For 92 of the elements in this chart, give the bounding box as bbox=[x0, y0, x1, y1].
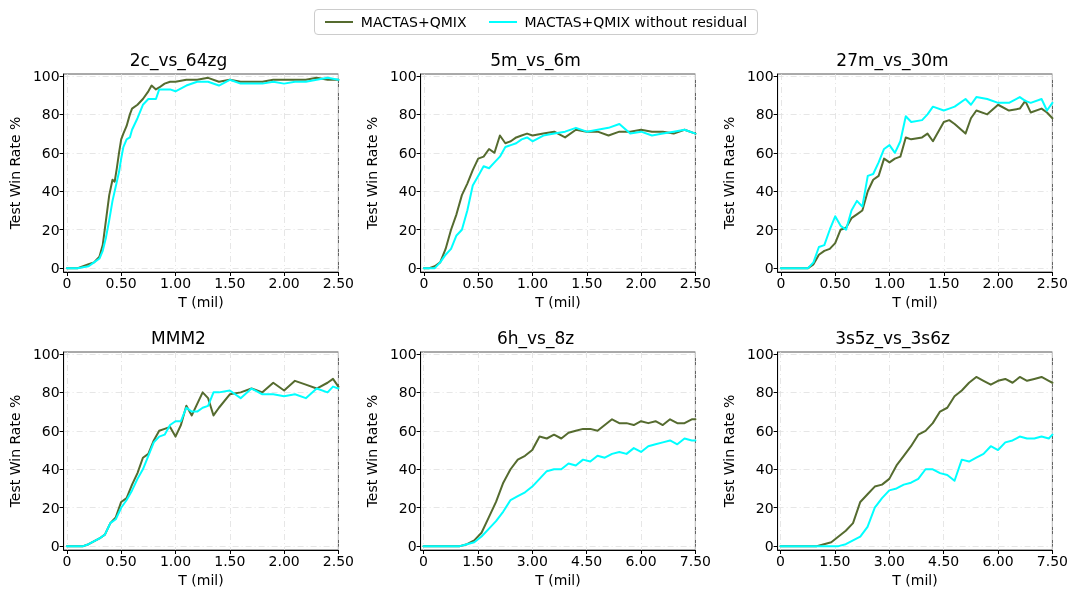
y-tick-label: 80 bbox=[755, 384, 774, 401]
y-tick-label: 40 bbox=[398, 183, 417, 200]
y-tick-label: 80 bbox=[41, 106, 60, 123]
x-tick-label: 1.50 bbox=[819, 553, 851, 569]
y-axis-title: Test Win Rate % bbox=[7, 394, 23, 509]
chart-title: 27m_vs_30m bbox=[836, 49, 949, 71]
x-tick-label: 4.50 bbox=[571, 553, 603, 569]
x-tick-label: 1.50 bbox=[571, 275, 603, 291]
chart-title: 2c_vs_64zg bbox=[129, 49, 228, 71]
y-tick-label: 60 bbox=[755, 422, 774, 439]
x-tick-label: 2.00 bbox=[625, 275, 657, 291]
x-tick-label: 6.00 bbox=[982, 553, 1014, 569]
y-tick-label: 60 bbox=[755, 144, 774, 161]
y-tick-label: 40 bbox=[398, 461, 417, 478]
x-tick-label: 1.00 bbox=[159, 275, 192, 291]
x-tick-label: 1.50 bbox=[214, 553, 246, 569]
x-tick-label: 2.50 bbox=[1036, 275, 1068, 291]
y-tick-label: 100 bbox=[32, 67, 60, 84]
y-tick-label: 80 bbox=[41, 384, 60, 401]
x-tick-label: 6.00 bbox=[625, 553, 657, 569]
x-axis-title: T (mil) bbox=[891, 571, 938, 588]
y-tick-label: 80 bbox=[755, 106, 774, 123]
x-axis-title: T (mil) bbox=[534, 293, 581, 310]
y-axis-title: Test Win Rate % bbox=[721, 116, 737, 231]
x-tick-label: 1.00 bbox=[516, 275, 549, 291]
x-tick-label: 4.50 bbox=[928, 553, 960, 569]
y-tick-label: 0 bbox=[764, 538, 774, 555]
y-axis-title: Test Win Rate % bbox=[364, 394, 380, 509]
x-axis-title: T (mil) bbox=[177, 293, 224, 310]
y-tick-label: 60 bbox=[398, 144, 417, 161]
y-tick-label: 60 bbox=[41, 144, 60, 161]
y-tick-label: 60 bbox=[398, 422, 417, 439]
y-tick-label: 40 bbox=[755, 461, 774, 478]
y-tick-label: 20 bbox=[755, 221, 774, 238]
y-tick-label: 0 bbox=[764, 260, 774, 277]
y-tick-label: 100 bbox=[746, 345, 774, 362]
x-tick-label: 2.50 bbox=[322, 275, 354, 291]
chart-title: MMM2 bbox=[151, 327, 206, 348]
y-tick-label: 80 bbox=[398, 384, 417, 401]
x-tick-label: 2.50 bbox=[322, 553, 354, 569]
y-tick-label: 40 bbox=[41, 461, 60, 478]
y-tick-label: 40 bbox=[41, 183, 60, 200]
x-tick-label: 1.50 bbox=[214, 275, 246, 291]
x-tick-label: 0 bbox=[419, 275, 429, 291]
x-tick-label: 7.50 bbox=[1036, 553, 1068, 569]
y-tick-label: 100 bbox=[389, 67, 417, 84]
x-tick-label: 1.50 bbox=[462, 553, 494, 569]
x-tick-label: 2.00 bbox=[982, 275, 1014, 291]
y-tick-label: 20 bbox=[755, 499, 774, 516]
x-tick-label: 0.50 bbox=[462, 275, 494, 291]
chart-title: 5m_vs_6m bbox=[490, 49, 581, 71]
x-tick-label: 0.50 bbox=[105, 553, 137, 569]
x-tick-label: 0 bbox=[776, 553, 785, 569]
y-tick-label: 20 bbox=[398, 221, 417, 238]
x-tick-label: 1.00 bbox=[873, 275, 906, 291]
x-tick-label: 7.50 bbox=[679, 553, 711, 569]
y-tick-label: 20 bbox=[398, 499, 417, 516]
x-axis-title: T (mil) bbox=[177, 571, 224, 588]
x-tick-label: 1.00 bbox=[159, 553, 192, 569]
x-axis-title: T (mil) bbox=[891, 293, 938, 310]
chart-title: 3s5z_vs_3s6z bbox=[835, 327, 950, 349]
x-tick-label: 2.00 bbox=[268, 553, 300, 569]
y-tick-label: 60 bbox=[41, 422, 60, 439]
legend-label: MACTAS+QMIX without residual bbox=[524, 14, 748, 30]
x-tick-label: 2.50 bbox=[679, 275, 711, 291]
y-tick-label: 0 bbox=[407, 260, 417, 277]
y-axis-title: Test Win Rate % bbox=[364, 116, 380, 231]
x-tick-label: 0.50 bbox=[105, 275, 137, 291]
y-tick-label: 100 bbox=[32, 345, 60, 362]
y-tick-label: 0 bbox=[50, 260, 60, 277]
y-axis-title: Test Win Rate % bbox=[7, 116, 23, 231]
y-tick-label: 40 bbox=[755, 183, 774, 200]
x-tick-label: 0.50 bbox=[819, 275, 851, 291]
x-tick-label: 3.00 bbox=[873, 553, 905, 569]
x-tick-label: 0 bbox=[776, 275, 786, 291]
y-tick-label: 0 bbox=[407, 538, 417, 555]
x-tick-label: 3.00 bbox=[516, 553, 548, 569]
y-tick-label: 100 bbox=[389, 345, 417, 362]
y-tick-label: 20 bbox=[41, 499, 60, 516]
chart-title: 6h_vs_8z bbox=[496, 327, 575, 349]
y-tick-label: 20 bbox=[41, 221, 60, 238]
y-tick-label: 100 bbox=[746, 67, 774, 84]
y-tick-label: 0 bbox=[50, 538, 60, 555]
x-tick-label: 0 bbox=[419, 553, 428, 569]
x-axis-title: T (mil) bbox=[534, 571, 581, 588]
y-tick-label: 80 bbox=[398, 106, 417, 123]
y-axis-title: Test Win Rate % bbox=[721, 394, 737, 509]
x-tick-label: 0 bbox=[62, 275, 72, 291]
legend-label: MACTAS+QMIX bbox=[360, 14, 467, 30]
x-tick-label: 1.50 bbox=[928, 275, 960, 291]
x-tick-label: 2.00 bbox=[268, 275, 300, 291]
x-tick-label: 0 bbox=[62, 553, 72, 569]
